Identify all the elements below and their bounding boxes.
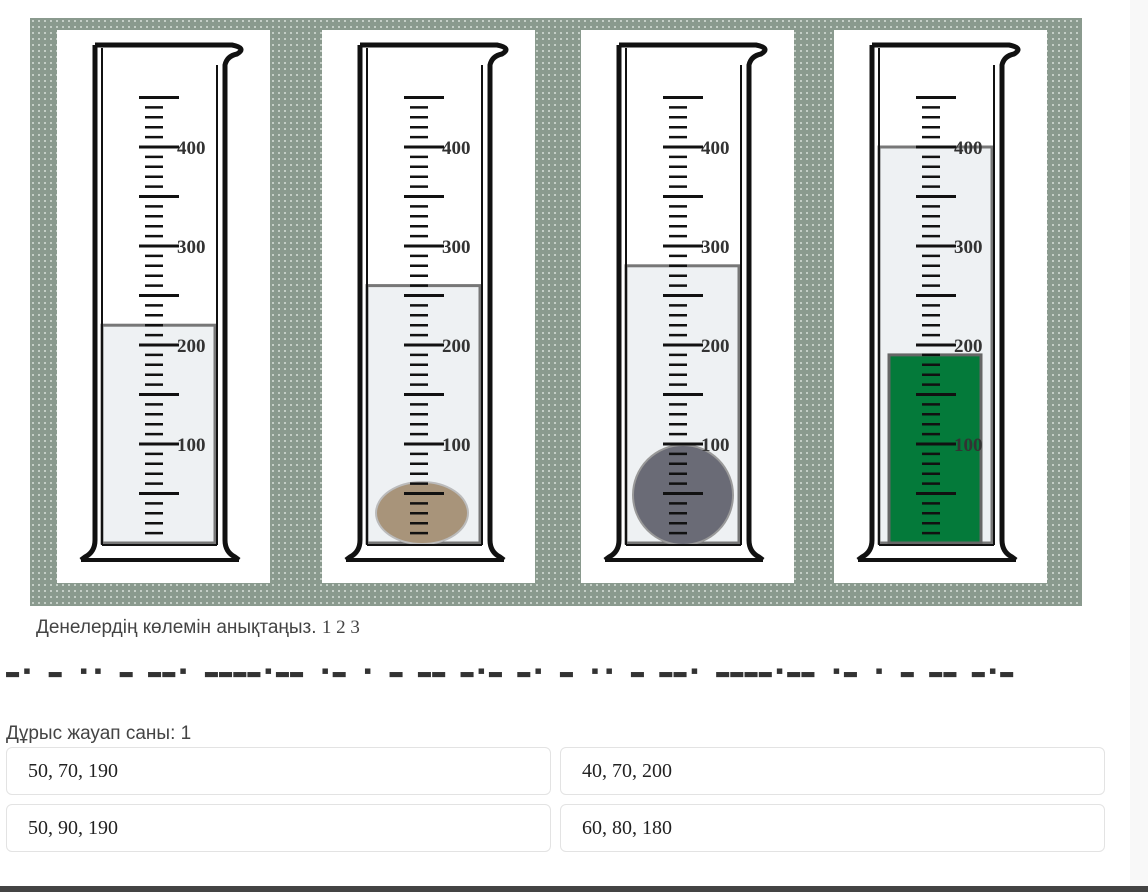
question-text: Денелердің көлемін анықтаңыз. 1 2 3 <box>36 617 360 639</box>
scale-label: 400 <box>177 138 206 159</box>
scale-label: 400 <box>701 138 730 159</box>
cylinder-left-wall <box>79 45 98 562</box>
scale-label: 100 <box>442 435 471 456</box>
cylinder-left-wall <box>603 45 622 562</box>
scale-label: 200 <box>701 336 730 357</box>
cylinder-2: 100 200 300 400 <box>322 30 535 583</box>
scale-label: 300 <box>954 237 983 258</box>
question-numbers: 1 2 3 <box>321 617 360 638</box>
scale-label: 300 <box>701 237 730 258</box>
scale-label: 400 <box>954 138 983 159</box>
scale-label: 200 <box>442 336 471 357</box>
option-3[interactable]: 50, 90, 190 <box>6 804 551 852</box>
scale-label: 400 <box>442 138 471 159</box>
scale-label: 300 <box>177 237 206 258</box>
scale-label: 200 <box>954 336 983 357</box>
cylinder-left-wall <box>856 45 875 562</box>
option-2[interactable]: 40, 70, 200 <box>560 747 1105 795</box>
cylinder-1: 100 200 300 400 <box>57 30 270 583</box>
option-4[interactable]: 60, 80, 180 <box>560 804 1105 852</box>
bottom-bar <box>0 886 1148 892</box>
scrollbar[interactable] <box>1130 0 1148 886</box>
cylinder-left-wall <box>344 45 363 562</box>
cylinder-right-wall <box>619 42 768 562</box>
question-label: Денелердің көлемін анықтаңыз. <box>36 617 317 638</box>
cylinder-right-wall <box>872 42 1021 562</box>
cylinders-figure: 100 200 300 400 100 200 300 400 100 200 300 400 1… <box>30 18 1082 606</box>
garbled-text: ▬▪ ▬ ▪▪ ▬ ▬▬▪ ▬▬▬▬▪▬▬ ▪▬ ▪ ▬ ▬▬ ▬▪▬ ▬▪ ▬… <box>6 660 1015 680</box>
scale-label: 100 <box>954 435 983 456</box>
option-1[interactable]: 50, 70, 190 <box>6 747 551 795</box>
block-object <box>887 353 983 545</box>
scale-label: 200 <box>177 336 206 357</box>
scale-label: 100 <box>701 435 730 456</box>
scale-label: 100 <box>177 435 206 456</box>
answer-count: Дұрыс жауап саны: 1 <box>6 723 192 744</box>
cylinder-right-wall <box>360 42 509 562</box>
cylinder-4: 100 200 300 400 <box>834 30 1047 583</box>
scale-label: 300 <box>442 237 471 258</box>
cylinder-right-wall <box>95 42 244 562</box>
cylinder-3: 100 200 300 400 <box>581 30 794 583</box>
